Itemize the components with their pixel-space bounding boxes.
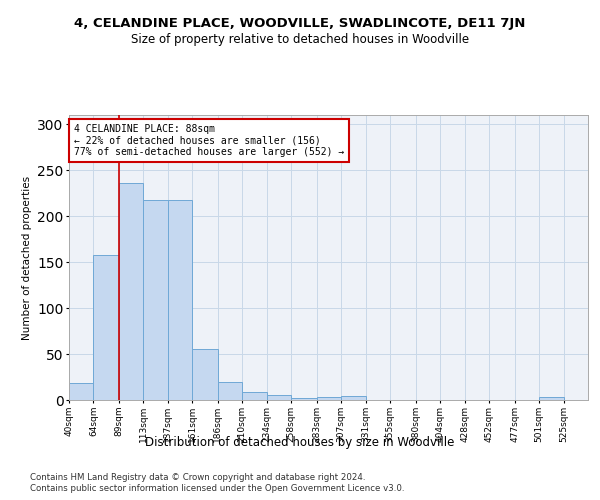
Bar bbox=[69, 384, 94, 400]
Text: 4, CELANDINE PLACE, WOODVILLE, SWADLINCOTE, DE11 7JN: 4, CELANDINE PLACE, WOODVILLE, SWADLINCO… bbox=[74, 18, 526, 30]
Text: Contains public sector information licensed under the Open Government Licence v3: Contains public sector information licen… bbox=[30, 484, 404, 493]
Bar bbox=[291, 398, 317, 400]
Bar bbox=[539, 397, 563, 400]
Y-axis label: Number of detached properties: Number of detached properties bbox=[22, 176, 32, 340]
Bar bbox=[168, 200, 193, 400]
Bar bbox=[242, 392, 267, 400]
Bar bbox=[143, 200, 168, 400]
Bar bbox=[267, 396, 291, 400]
Text: Distribution of detached houses by size in Woodville: Distribution of detached houses by size … bbox=[145, 436, 455, 449]
Bar bbox=[94, 254, 119, 400]
Bar bbox=[119, 183, 143, 400]
Text: Size of property relative to detached houses in Woodville: Size of property relative to detached ho… bbox=[131, 32, 469, 46]
Text: Contains HM Land Registry data © Crown copyright and database right 2024.: Contains HM Land Registry data © Crown c… bbox=[30, 472, 365, 482]
Bar bbox=[317, 397, 341, 400]
Bar bbox=[193, 348, 218, 400]
Bar bbox=[218, 382, 242, 400]
Text: 4 CELANDINE PLACE: 88sqm
← 22% of detached houses are smaller (156)
77% of semi-: 4 CELANDINE PLACE: 88sqm ← 22% of detach… bbox=[74, 124, 344, 157]
Bar bbox=[341, 396, 366, 400]
